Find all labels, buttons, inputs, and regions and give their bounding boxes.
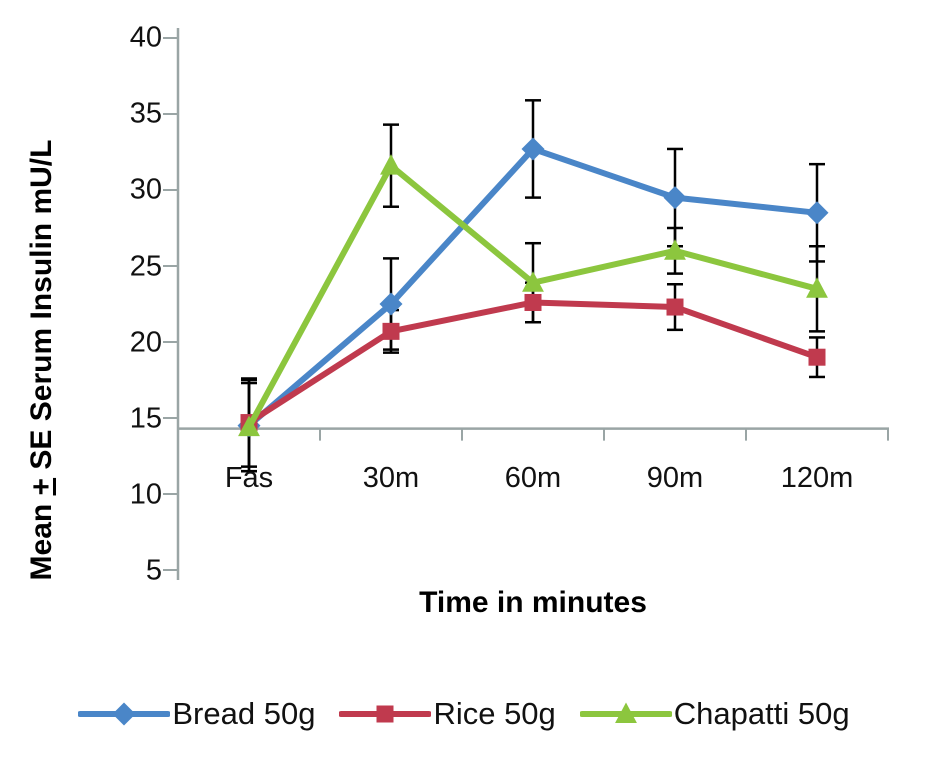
data-point-rice-50g — [524, 293, 542, 311]
y-axis-title-suffix: SE Serum Insulin mU/L — [25, 139, 58, 478]
legend-marker-bread-50g — [112, 702, 136, 726]
legend-swatch-bread — [78, 702, 171, 726]
x-tick-label: 120m — [780, 462, 854, 494]
legend-item-chapatti: Chapatti 50g — [579, 696, 850, 732]
x-tick-label: 60m — [504, 462, 562, 494]
y-tick-label: 35 — [129, 97, 162, 130]
legend-label: Chapatti 50g — [673, 696, 850, 731]
legend-marker-rice-50g — [376, 705, 394, 723]
y-axis-title: Mean + SE Serum Insulin mU/L — [25, 140, 59, 581]
y-tick-label: 15 — [129, 402, 162, 435]
data-point-chapatti-50g — [238, 415, 260, 437]
series-chapatti-50g — [238, 154, 828, 437]
y-tick-label: 5 — [145, 554, 162, 587]
y-axis-title-prefix: Mean — [25, 495, 58, 581]
data-point-rice-50g — [382, 322, 400, 340]
data-point-chapatti-50g — [806, 277, 828, 298]
x-tick-label: 90m — [646, 462, 704, 494]
data-point-bread-50g — [379, 292, 403, 316]
x-axis-title: Time in minutes — [419, 586, 647, 619]
y-tick-label: 20 — [129, 326, 162, 359]
x-tick-label: 30m — [362, 462, 420, 494]
legend-swatch-chapatti — [579, 702, 672, 723]
x-tick-label: Fas — [224, 462, 274, 494]
data-point-rice-50g — [666, 298, 684, 316]
data-point-bread-50g — [521, 137, 545, 161]
y-tick-label: 10 — [129, 478, 162, 511]
legend-label: Rice 50g — [433, 696, 556, 731]
y-tick-label: 40 — [129, 21, 162, 54]
legend-swatch-rice — [339, 705, 432, 723]
legend-item-rice: Rice 50g — [339, 696, 556, 732]
data-point-bread-50g — [805, 201, 829, 225]
legend-label: Bread 50g — [172, 696, 316, 731]
data-point-chapatti-50g — [664, 239, 686, 260]
chart-legend: Bread 50g Rice 50g Chapatti 50g — [0, 696, 928, 732]
plus-minus-symbol: + — [25, 477, 58, 496]
axes — [163, 28, 889, 580]
data-point-chapatti-50g — [522, 271, 544, 292]
legend-marker-chapatti-50g — [614, 702, 637, 723]
data-point-bread-50g — [663, 186, 687, 210]
y-tick-label: 25 — [129, 250, 162, 283]
y-tick-label: 30 — [129, 173, 162, 206]
data-point-chapatti-50g — [380, 154, 402, 175]
legend-item-bread: Bread 50g — [78, 696, 315, 732]
data-point-rice-50g — [808, 348, 826, 366]
